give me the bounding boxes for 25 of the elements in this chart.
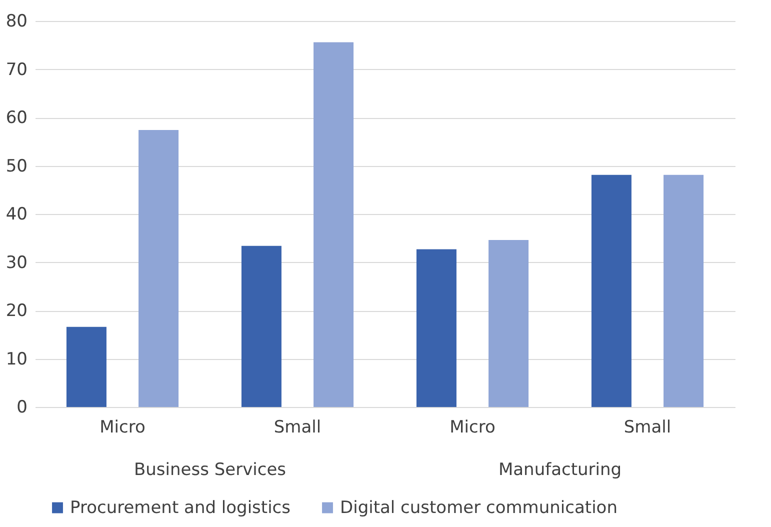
y-tick-label: 20 — [6, 301, 28, 321]
bar — [416, 249, 456, 407]
text: Manufacturing — [498, 460, 622, 480]
y-tick-label: 50 — [6, 156, 28, 176]
bar — [591, 174, 632, 407]
y-tick-label: 60 — [6, 108, 28, 128]
text: Business Services — [134, 460, 286, 480]
x-tick-label: Micro — [100, 418, 146, 438]
bar — [488, 240, 529, 407]
legend-label: Procurement and logistics — [70, 498, 291, 518]
y-tick-label: 80 — [6, 12, 28, 32]
x-tick-label: Small — [274, 418, 322, 438]
bar — [664, 174, 704, 407]
y-tick-label: 70 — [6, 60, 28, 80]
x-tick-label: Small — [624, 418, 672, 438]
y-tick-label: 40 — [6, 204, 28, 224]
legend-label: Digital customer communication — [340, 498, 618, 518]
x-tick-label: Micro — [450, 418, 496, 438]
y-tick-label: 0 — [16, 398, 28, 418]
y-tick-label: 10 — [6, 349, 28, 370]
bar — [241, 246, 282, 407]
y-tick-label: 30 — [6, 252, 28, 273]
bar — [314, 42, 354, 407]
bar — [138, 130, 179, 407]
bar — [66, 326, 106, 407]
